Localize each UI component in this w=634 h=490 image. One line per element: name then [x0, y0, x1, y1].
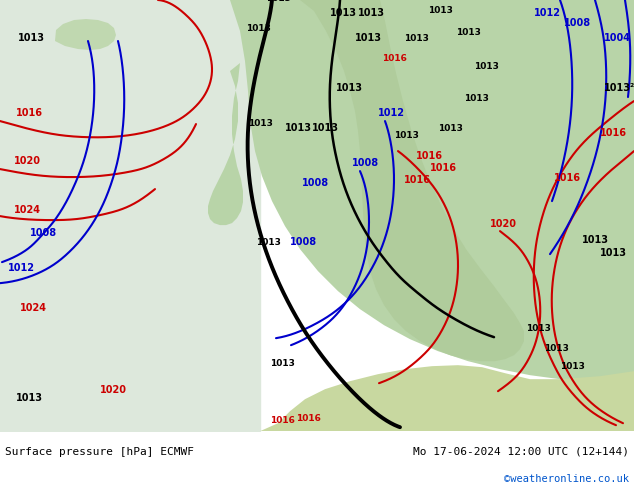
- Text: 1013: 1013: [582, 235, 609, 245]
- Text: 1012: 1012: [300, 0, 327, 2]
- Text: 1013: 1013: [355, 33, 382, 43]
- Polygon shape: [208, 63, 243, 225]
- Text: 1013: 1013: [330, 8, 357, 18]
- Polygon shape: [55, 19, 116, 50]
- Text: 1016: 1016: [404, 175, 431, 185]
- Text: 1013: 1013: [336, 83, 363, 93]
- Text: 1013: 1013: [456, 28, 481, 37]
- Text: 1012: 1012: [534, 8, 561, 18]
- Text: 1013: 1013: [285, 123, 312, 133]
- Text: 1013: 1013: [560, 362, 585, 371]
- Polygon shape: [290, 367, 540, 431]
- Text: 1016: 1016: [554, 173, 581, 183]
- Text: 1008: 1008: [302, 178, 329, 188]
- Text: 1004: 1004: [604, 33, 631, 43]
- Text: 1013: 1013: [247, 119, 273, 128]
- Text: 1013: 1013: [437, 124, 462, 133]
- Text: 1013: 1013: [358, 8, 385, 18]
- Text: 1013: 1013: [245, 24, 271, 33]
- Polygon shape: [300, 0, 524, 361]
- Text: Mo 17-06-2024 12:00 UTC (12+144): Mo 17-06-2024 12:00 UTC (12+144): [413, 447, 629, 457]
- Text: 1016: 1016: [16, 108, 43, 118]
- Text: 1020: 1020: [100, 385, 127, 395]
- Text: ©weatheronline.co.uk: ©weatheronline.co.uk: [504, 474, 629, 485]
- Text: 1013: 1013: [312, 123, 339, 133]
- Text: 1013: 1013: [404, 34, 429, 43]
- Text: 1020: 1020: [14, 156, 41, 166]
- Text: 1024: 1024: [20, 303, 47, 313]
- Text: 1013: 1013: [266, 0, 290, 3]
- Text: 1008: 1008: [564, 18, 591, 28]
- Text: 1020: 1020: [490, 219, 517, 229]
- Text: 1008: 1008: [30, 228, 57, 238]
- Polygon shape: [230, 0, 634, 381]
- Text: 1013: 1013: [427, 6, 453, 15]
- Text: 1008: 1008: [290, 237, 317, 247]
- Text: 1013: 1013: [463, 94, 488, 103]
- Text: 1013: 1013: [526, 324, 550, 333]
- Text: 1013: 1013: [256, 238, 280, 247]
- Text: 1013: 1013: [394, 131, 418, 140]
- Text: 1012: 1012: [338, 0, 365, 2]
- Text: 1013: 1013: [16, 393, 43, 403]
- Text: 1013: 1013: [543, 344, 569, 353]
- Text: 1012: 1012: [378, 108, 405, 118]
- Text: 1013: 1013: [600, 248, 627, 258]
- Text: 1016: 1016: [295, 414, 320, 423]
- Text: 1016: 1016: [269, 416, 294, 425]
- Text: 1012: 1012: [8, 263, 35, 273]
- Text: 1013: 1013: [269, 359, 294, 368]
- Text: 1016: 1016: [416, 151, 443, 161]
- Text: 1013: 1013: [18, 33, 45, 43]
- Text: Surface pressure [hPa] ECMWF: Surface pressure [hPa] ECMWF: [5, 447, 194, 457]
- Text: 1013: 1013: [360, 0, 387, 2]
- Text: 1013²: 1013²: [604, 83, 634, 93]
- Text: 1016: 1016: [430, 163, 457, 173]
- Polygon shape: [260, 365, 634, 431]
- Text: 1013: 1013: [474, 62, 498, 71]
- Text: 1008: 1008: [352, 158, 379, 168]
- Text: 1024: 1024: [14, 205, 41, 215]
- Text: 1016: 1016: [600, 128, 627, 138]
- Text: 1016: 1016: [382, 54, 406, 63]
